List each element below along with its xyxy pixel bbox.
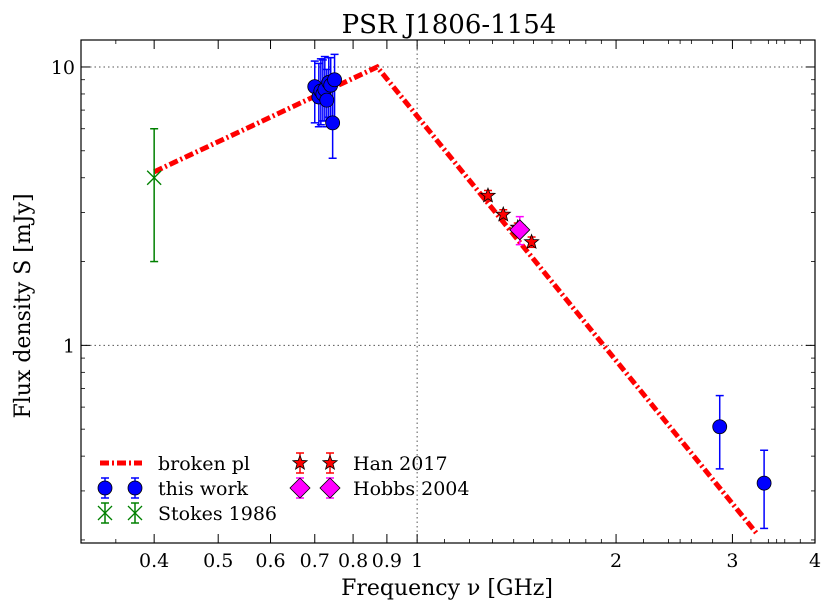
legend-entry-broken-pl: broken pl [100, 453, 250, 475]
broken-pl-line [153, 63, 760, 536]
legend-label: Hobbs 2004 [353, 478, 469, 500]
x-tick-label: 0.7 [300, 550, 330, 572]
data-point [146, 170, 162, 186]
x-tick-label: 0.6 [255, 550, 285, 572]
legend-marker [127, 505, 143, 521]
legend-marker [97, 505, 113, 521]
x-tick-label: 1 [411, 550, 423, 572]
data-point [319, 92, 335, 108]
legend-marker [289, 477, 311, 499]
legend-entry-han-2017: Han 2017 [291, 452, 448, 475]
x-tick-label: 0.9 [372, 550, 402, 572]
plot-series [146, 53, 772, 536]
x-tick-label: 0.8 [338, 550, 368, 572]
data-point [479, 186, 497, 203]
x-tick-label: 0.4 [139, 550, 169, 572]
series-hobbs-2004 [509, 215, 531, 246]
x-tick-label: 3 [726, 550, 738, 572]
series-broken-pl [153, 63, 760, 536]
y-axis-label: Flux density S [mJy] [11, 193, 36, 418]
y-tick-label: 1 [63, 335, 75, 357]
x-marker-stroke [146, 170, 162, 186]
legend-label: this work [158, 478, 249, 500]
data-point [325, 115, 341, 131]
data-point [327, 72, 342, 88]
chart-title: PSR J1806-1154 [342, 10, 557, 40]
legend-marker [291, 454, 309, 470]
x-marker-stroke [127, 505, 143, 521]
series-han-2017 [479, 186, 540, 250]
legend-entry-stokes-1986: Stokes 1986 [97, 502, 277, 525]
legend-marker [127, 480, 143, 496]
legend: broken pl this work Stokes 1986 Han 2017 Hob… [97, 452, 469, 525]
legend-entry-hobbs-2004: Hobbs 2004 [289, 477, 469, 500]
legend-entry-this-work: this work [97, 477, 249, 500]
legend-label: Stokes 1986 [158, 503, 277, 525]
data-point [523, 233, 540, 250]
error-bar [150, 127, 159, 263]
data-point [712, 419, 728, 435]
axis-ticks: 0.4 0.5 0.6 0.7 0.8 0.9 1 2 3 4 1 10 [51, 40, 821, 572]
x-tick-label: 0.5 [203, 550, 233, 572]
series-stokes-1986 [146, 127, 162, 263]
legend-marker [321, 454, 339, 470]
series-this-work [307, 53, 772, 530]
plot-frame [80, 39, 816, 544]
x-marker-stroke [97, 505, 113, 521]
x-tick-label: 2 [610, 550, 622, 572]
legend-label: Han 2017 [353, 453, 448, 475]
y-tick-label: 10 [51, 57, 75, 79]
data-point [509, 219, 531, 241]
grid-lines [81, 40, 815, 543]
x-tick-label: 4 [809, 550, 821, 572]
data-point [756, 475, 772, 491]
data-point [495, 205, 512, 222]
legend-marker [319, 477, 341, 499]
legend-marker [97, 480, 113, 496]
x-axis-label: Frequency ν [GHz] [341, 576, 553, 601]
legend-label: broken pl [158, 453, 250, 475]
